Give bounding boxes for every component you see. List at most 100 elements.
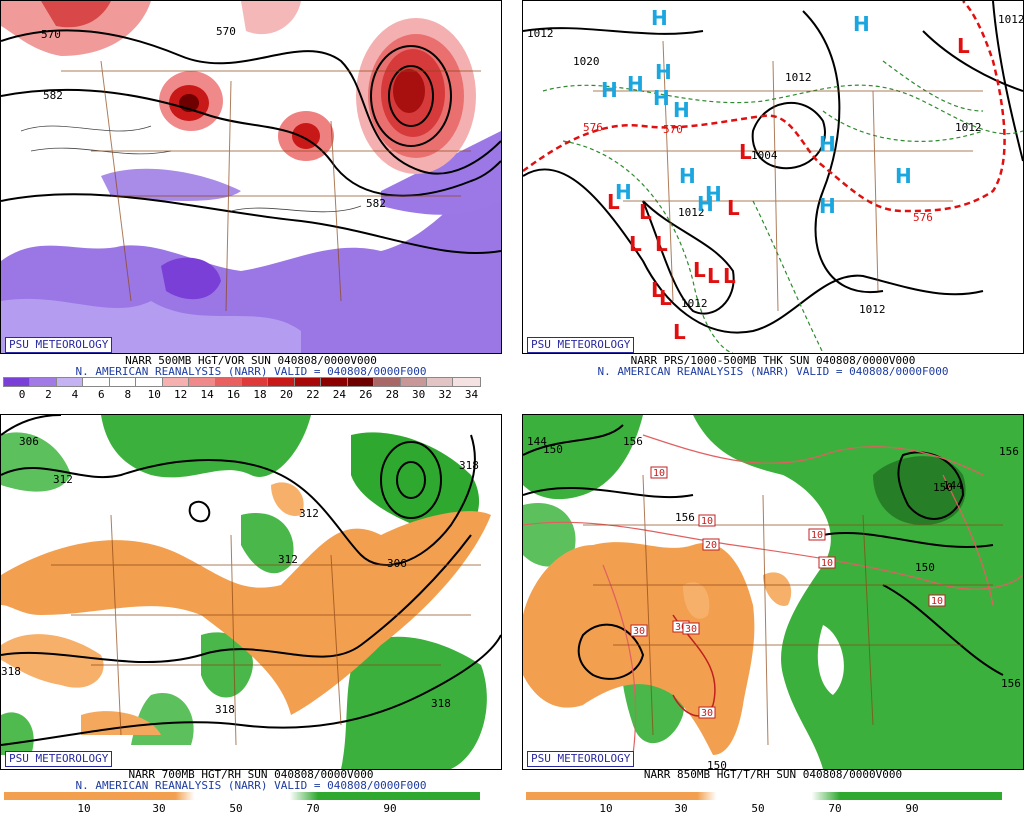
colorbar-swatch xyxy=(2,377,32,387)
isobar-label: 1012 xyxy=(681,297,708,310)
panel-700mb-rh: 306 312 312 312 306 318 318 318 318 PSU … xyxy=(0,414,502,818)
colorbar-swatch xyxy=(161,377,191,387)
map-500mb-vorticity: 570 582 570 582 PSU METEOROLOGY xyxy=(0,0,502,354)
low-pressure-marker: L xyxy=(693,258,706,282)
low-pressure-marker: L xyxy=(739,140,752,164)
low-pressure-marker: L xyxy=(655,232,668,256)
map-pressure-thickness: 1012 1020 1012 1012 1012 1012 1012 1004 … xyxy=(522,0,1024,354)
isobar-label: 1012 xyxy=(998,13,1023,26)
colorbar-tick-label: 90 xyxy=(905,802,919,815)
contour-label: 582 xyxy=(43,89,63,102)
colorbar-swatch xyxy=(452,377,481,387)
product-title: NARR 500MB HGT/VOR SUN 040808/0000V000 xyxy=(125,354,377,367)
high-pressure-marker: H xyxy=(819,132,836,156)
contour-label: 150 xyxy=(707,759,727,769)
high-pressure-marker: H xyxy=(697,192,714,216)
contour-label: 144 xyxy=(943,479,963,492)
colorbar-tick-label: 8 xyxy=(124,388,132,401)
product-title: NARR PRS/1000-500MB THK SUN 040808/0000V… xyxy=(630,354,916,367)
colorbar-swatch xyxy=(82,377,111,387)
contour-label: 312 xyxy=(299,507,319,520)
low-pressure-marker: L xyxy=(727,196,740,220)
high-pressure-marker: H xyxy=(601,78,618,102)
low-pressure-marker: L xyxy=(723,264,736,288)
psu-meteorology-logo: PSU METEOROLOGY xyxy=(5,337,113,353)
isobar-label: 1012 xyxy=(785,71,812,84)
isobar-label: 1004 xyxy=(751,149,778,162)
colorbar-tick-label: 32 xyxy=(438,388,452,401)
high-pressure-marker: H xyxy=(895,164,912,188)
contour-label: 318 xyxy=(215,703,235,716)
contour-label: 306 xyxy=(387,557,407,570)
colorbar-tick-label: 14 xyxy=(200,388,214,401)
panel-pressure-thickness: 1012 1020 1012 1012 1012 1012 1012 1004 … xyxy=(522,0,1024,404)
temperature-label: 10 xyxy=(653,468,665,479)
isobar-label: 1012 xyxy=(955,121,982,134)
high-pressure-marker: H xyxy=(819,194,836,218)
low-pressure-marker: L xyxy=(707,264,720,288)
colorbar-tick-label: 70 xyxy=(306,802,320,815)
contour-label: 156 xyxy=(623,435,643,448)
colorbar-tick-label: 30 xyxy=(674,802,688,815)
colorbar-tick-label: 2 xyxy=(45,388,52,401)
low-pressure-marker: L xyxy=(651,278,664,302)
colorbar-swatch xyxy=(135,377,164,387)
temperature-label: 30 xyxy=(675,622,687,633)
thickness-label: 576 xyxy=(913,211,933,224)
high-pressure-marker: H xyxy=(655,60,672,84)
high-pressure-marker: H xyxy=(679,164,696,188)
contour-label: 312 xyxy=(278,553,298,566)
colorbar-tick-label: 28 xyxy=(385,388,399,401)
panel-850mb-rh: 144 150 156 156 150 156 150 156 150 144 … xyxy=(522,414,1024,818)
high-pressure-marker: H xyxy=(627,72,644,96)
colorbar-swatch xyxy=(108,377,138,387)
temperature-label: 20 xyxy=(705,540,717,551)
thickness-label: 576 xyxy=(583,121,603,134)
contour-label: 150 xyxy=(915,561,935,574)
temperature-label: 10 xyxy=(811,530,823,541)
colorbar-tick-label: 10 xyxy=(599,802,613,815)
rh-colorbar xyxy=(4,792,480,800)
colorbar-tick-label: 12 xyxy=(174,388,188,401)
low-pressure-marker: L xyxy=(607,190,620,214)
contour-label: 156 xyxy=(675,511,695,524)
colorbar-tick-label: 22 xyxy=(306,388,320,401)
colorbar-swatch xyxy=(320,377,349,387)
temperature-label: 30 xyxy=(685,624,697,635)
high-pressure-marker: H xyxy=(653,86,670,110)
panel-500mb-vorticity: 570 582 570 582 PSU METEOROLOGY NARR 500… xyxy=(0,0,502,404)
contour-label: 318 xyxy=(459,459,479,472)
colorbar-swatch xyxy=(214,377,243,387)
colorbar-swatch xyxy=(240,377,270,387)
high-pressure-marker: H xyxy=(705,182,722,206)
colorbar-tick-label: 18 xyxy=(253,388,267,401)
isobar-label: 1012 xyxy=(678,206,705,219)
contour-label: 150 xyxy=(543,443,563,456)
contour-label: 306 xyxy=(19,435,39,448)
temperature-label: 10 xyxy=(701,516,713,527)
temperature-label: 10 xyxy=(821,558,833,569)
contour-label: 150 xyxy=(933,481,953,494)
colorbar-tick-label: 30 xyxy=(152,802,166,815)
colorbar-tick-label: 4 xyxy=(71,388,79,401)
contour-label: 144 xyxy=(527,435,547,448)
colorbar-tick-label: 10 xyxy=(77,802,91,815)
colorbar-swatch xyxy=(188,377,217,387)
map-700mb-rh: 306 312 312 312 306 318 318 318 318 PSU … xyxy=(0,414,502,770)
contour-label: 318 xyxy=(1,665,21,678)
map-850mb-rh: 144 150 156 156 150 156 150 156 150 144 … xyxy=(522,414,1024,770)
colorbar-tick-label: 26 xyxy=(359,388,373,401)
contour-label: 570 xyxy=(41,28,61,41)
rh-colorbar xyxy=(526,792,1002,800)
low-pressure-marker: L xyxy=(639,200,652,224)
high-pressure-marker: H xyxy=(615,180,632,204)
isobar-label: 1012 xyxy=(527,27,554,40)
valid-time-line: N. AMERICAN REANALYSIS (NARR) VALID = 04… xyxy=(75,365,427,378)
contour-label: 156 xyxy=(999,445,1019,458)
colorbar-tick-label: 16 xyxy=(226,388,241,401)
valid-time-line: N. AMERICAN REANALYSIS (NARR) VALID = 04… xyxy=(597,365,949,378)
colorbar-tick-label: 6 xyxy=(98,388,105,401)
low-pressure-marker: L xyxy=(659,286,672,310)
colorbar-gradient xyxy=(526,792,1002,800)
valid-time-line: N. AMERICAN REANALYSIS (NARR) VALID = 04… xyxy=(75,779,427,792)
